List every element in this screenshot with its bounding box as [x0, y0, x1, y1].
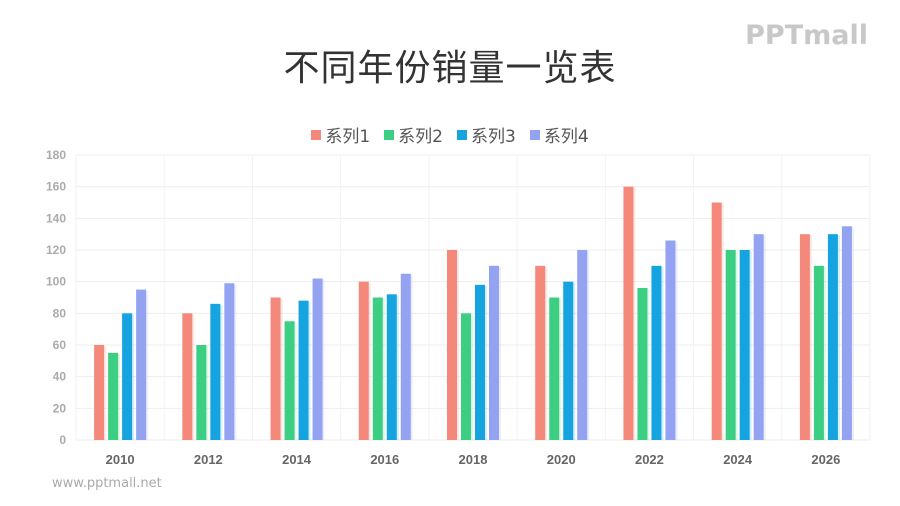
legend-swatch-icon [529, 129, 540, 140]
bar-2020-series4[interactable] [577, 250, 588, 440]
x-tick-label: 2014 [282, 452, 312, 467]
bar-2020-series1[interactable] [535, 265, 546, 440]
bar-2016-series3[interactable] [386, 294, 397, 440]
y-tick-label: 140 [46, 211, 66, 225]
bar-2022-series1[interactable] [623, 186, 634, 440]
x-tick-label: 2020 [547, 452, 576, 467]
y-tick-label: 0 [59, 433, 66, 447]
legend-label: 系列1 [325, 127, 371, 147]
chart-legend: 系列1 系列2 系列3 系列4 [0, 122, 900, 147]
y-tick-label: 40 [53, 370, 67, 384]
bar-2020-series2[interactable] [549, 297, 560, 441]
bar-2018-series2[interactable] [461, 313, 471, 440]
bar-2026-series3[interactable] [827, 234, 838, 440]
y-tick-label: 100 [46, 275, 66, 289]
bar-2024-series1[interactable] [711, 202, 722, 441]
footer-url: www.pptmall.net [52, 476, 162, 491]
x-tick-label: 2026 [811, 452, 840, 467]
bar-2010-series2[interactable] [108, 352, 119, 440]
bar-2018-series3[interactable] [475, 284, 485, 440]
x-tick-label: 2012 [194, 452, 223, 467]
bar-2026-series4[interactable] [841, 226, 852, 440]
bar-2012-series4[interactable] [224, 283, 235, 440]
x-tick-label: 2024 [723, 452, 753, 467]
bar-2018-series1[interactable] [447, 250, 457, 440]
bar-2010-series4[interactable] [136, 289, 147, 440]
bar-2020-series3[interactable] [563, 281, 574, 440]
bar-2010-series1[interactable] [94, 345, 105, 440]
y-tick-label: 80 [53, 306, 67, 320]
legend-swatch-icon [457, 129, 467, 140]
legend-label: 系列2 [398, 127, 443, 147]
legend-item-series2[interactable]: 系列2 [384, 122, 443, 147]
bar-2022-series2[interactable] [637, 288, 648, 440]
bar-2012-series3[interactable] [210, 303, 221, 440]
bar-2022-series3[interactable] [651, 265, 662, 440]
bar-2018-series4[interactable] [489, 265, 499, 440]
y-tick-label: 120 [46, 243, 66, 257]
bar-2010-series3[interactable] [122, 313, 133, 440]
bar-2024-series4[interactable] [753, 234, 764, 440]
bar-2016-series1[interactable] [358, 281, 369, 440]
bar-2014-series3[interactable] [298, 300, 309, 440]
bar-2026-series2[interactable] [813, 265, 824, 440]
x-tick-label: 2010 [106, 452, 135, 467]
legend-swatch-icon [384, 129, 395, 140]
legend-item-series1[interactable]: 系列1 [311, 122, 370, 147]
legend-swatch-icon [311, 129, 322, 140]
legend-item-series4[interactable]: 系列4 [529, 122, 589, 147]
chart-title: 不同年份销量一览表 [283, 48, 617, 89]
y-tick-label: 180 [46, 148, 66, 162]
bar-2024-series2[interactable] [725, 250, 736, 440]
y-tick-label: 160 [46, 180, 66, 194]
bar-2016-series4[interactable] [400, 273, 411, 440]
x-tick-label: 2016 [370, 452, 399, 467]
bar-2014-series4[interactable] [312, 278, 323, 441]
legend-item-series3[interactable]: 系列3 [457, 122, 516, 147]
bar-2012-series2[interactable] [196, 345, 207, 440]
bar-2012-series1[interactable] [182, 313, 193, 440]
legend-label: 系列3 [471, 127, 516, 147]
bar-2014-series1[interactable] [270, 297, 281, 441]
bar-2024-series3[interactable] [739, 250, 750, 440]
bar-2026-series1[interactable] [799, 234, 810, 440]
legend-label: 系列4 [543, 127, 589, 147]
y-tick-label: 20 [53, 401, 67, 415]
bar-2022-series4[interactable] [665, 240, 676, 441]
pptmall-logo: PPTmall [745, 20, 868, 51]
x-tick-label: 2022 [635, 452, 664, 467]
bar-2016-series2[interactable] [372, 297, 383, 441]
x-tick-label: 2018 [459, 452, 488, 467]
bar-2014-series2[interactable] [284, 321, 295, 440]
y-tick-label: 60 [53, 338, 67, 352]
